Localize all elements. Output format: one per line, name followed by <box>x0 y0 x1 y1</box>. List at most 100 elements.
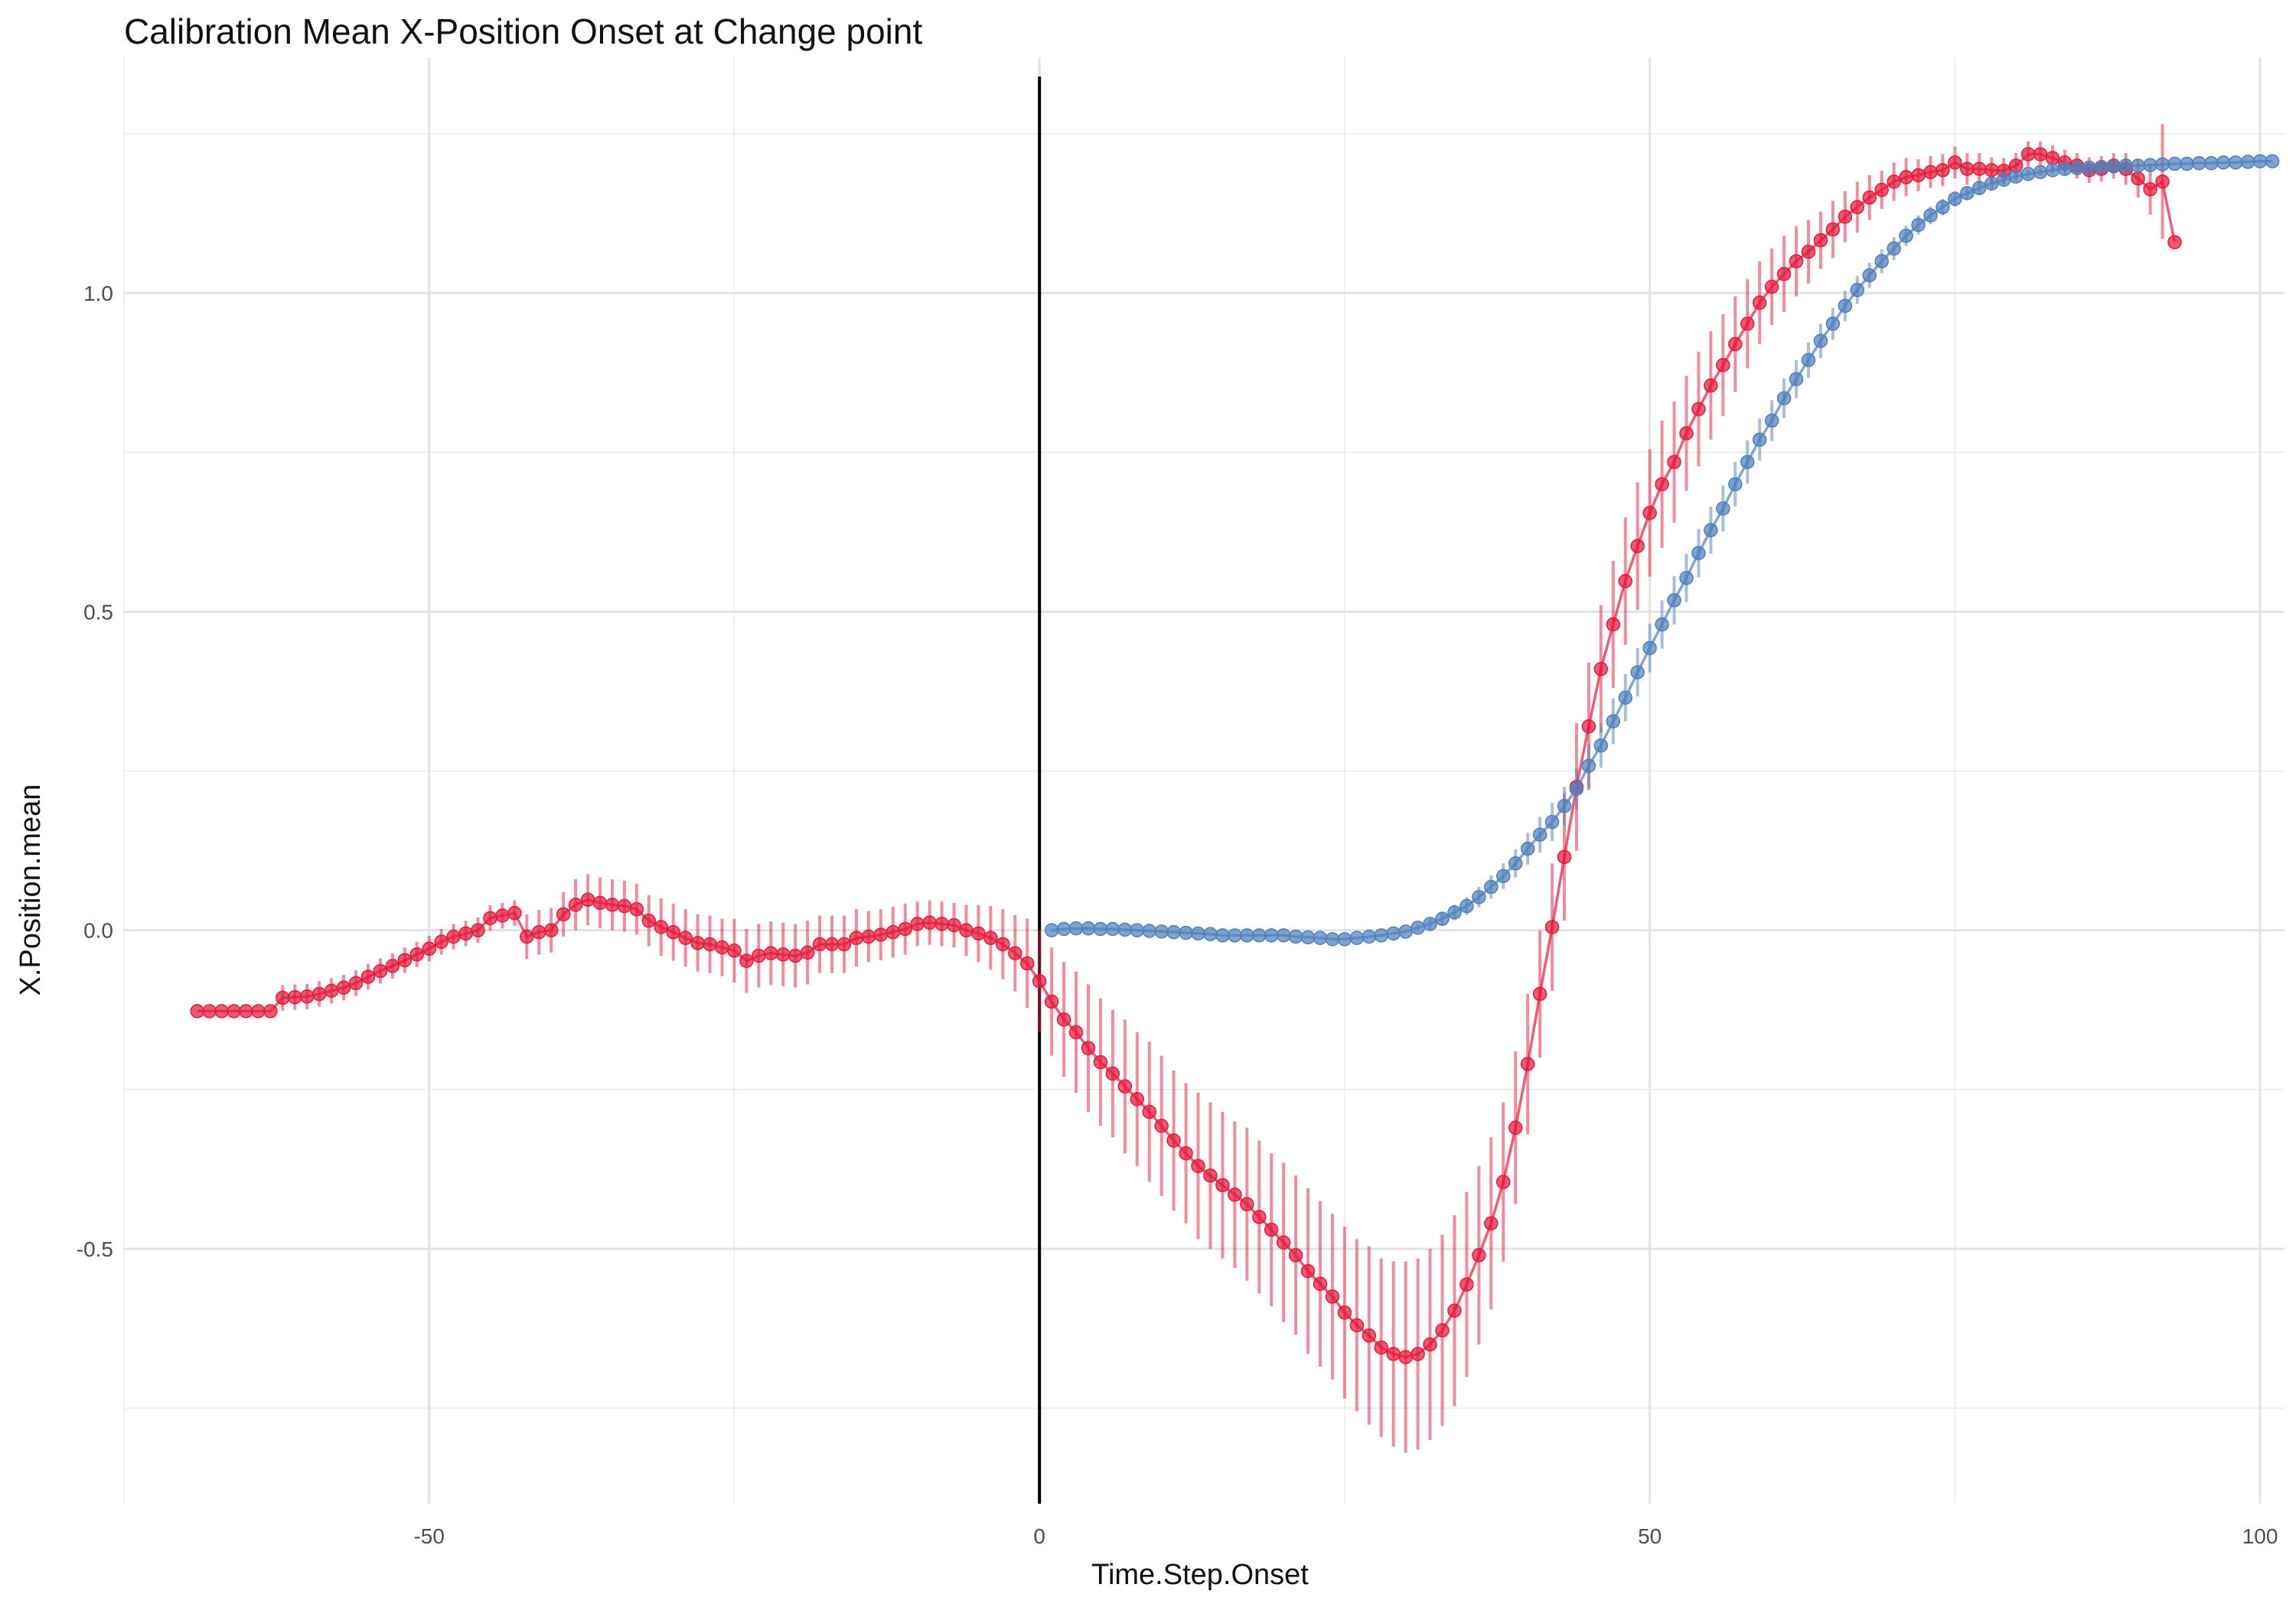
data-point <box>1179 925 1193 940</box>
data-point <box>849 931 864 945</box>
data-point <box>458 926 473 941</box>
data-point <box>2252 154 2268 168</box>
data-point <box>239 1004 253 1019</box>
x-axis-title: Time.Step.Onset <box>1091 1559 1309 1591</box>
data-point <box>1557 849 1572 865</box>
data-point <box>678 931 693 945</box>
data-point <box>1630 665 1645 680</box>
data-point <box>873 927 889 942</box>
data-point <box>2020 147 2036 161</box>
data-point <box>752 948 766 963</box>
data-point <box>1936 163 1950 178</box>
data-point <box>2240 155 2255 169</box>
data-point <box>1423 917 1437 931</box>
data-point <box>1532 986 1548 1002</box>
data-point <box>1496 1175 1511 1189</box>
data-point <box>1618 690 1632 706</box>
data-point <box>276 990 290 1006</box>
data-point <box>1252 1210 1267 1224</box>
data-point <box>2131 158 2145 173</box>
series-layer <box>190 124 2280 1453</box>
data-point <box>1593 662 1609 676</box>
data-point <box>434 934 448 949</box>
data-point <box>1544 920 1560 934</box>
data-point <box>1984 176 1999 191</box>
data-point <box>1557 799 1572 813</box>
data-point <box>1411 1347 1425 1361</box>
data-point <box>299 989 315 1004</box>
data-point <box>1386 926 1401 941</box>
data-point <box>1789 372 1804 386</box>
data-point <box>1288 929 1303 944</box>
data-point <box>605 898 620 912</box>
data-point <box>1130 1092 1145 1107</box>
data-point <box>1215 928 1230 943</box>
data-point <box>2094 159 2109 174</box>
data-point <box>422 941 436 957</box>
data-point <box>263 1004 278 1019</box>
data-point <box>1117 922 1133 937</box>
data-point <box>861 929 876 944</box>
data-point <box>311 986 327 1002</box>
data-point <box>202 1004 217 1019</box>
data-point <box>1276 1235 1291 1250</box>
data-point <box>1801 353 1816 367</box>
data-point <box>1423 1337 1437 1352</box>
data-point <box>1068 1025 1084 1040</box>
data-point <box>2045 163 2060 178</box>
data-point <box>666 924 680 940</box>
data-point <box>1984 163 1999 178</box>
data-point <box>495 908 510 923</box>
data-point <box>1850 282 1865 298</box>
data-point <box>1679 425 1694 441</box>
data-point <box>1544 814 1560 830</box>
data-point <box>1191 926 1205 941</box>
data-point <box>1228 928 1242 943</box>
data-point <box>727 944 742 958</box>
data-point <box>1032 974 1047 989</box>
data-point <box>543 923 559 937</box>
data-point <box>715 940 729 955</box>
x-tick-label: 50 <box>1638 1524 1662 1548</box>
data-point <box>2167 156 2182 171</box>
data-point <box>812 937 827 952</box>
data-point <box>1618 574 1632 588</box>
data-point <box>1300 1263 1316 1279</box>
data-point <box>1374 1340 1389 1355</box>
data-point <box>1044 923 1059 937</box>
y-tick-label: -0.5 <box>77 1237 113 1261</box>
data-point <box>1349 1318 1365 1333</box>
data-point <box>1740 316 1755 331</box>
data-point <box>1166 924 1181 940</box>
data-point <box>1228 1187 1242 1202</box>
data-point <box>1459 1277 1474 1292</box>
data-point <box>1093 921 1108 937</box>
x-tick-label: -50 <box>413 1524 444 1548</box>
data-point <box>592 895 608 911</box>
data-point <box>520 929 534 944</box>
data-point <box>507 905 522 921</box>
data-point <box>1472 890 1486 905</box>
data-point <box>471 923 485 937</box>
data-point <box>1447 1303 1462 1318</box>
data-point <box>1704 523 1718 538</box>
data-point <box>1508 856 1523 871</box>
data-point <box>1581 719 1596 734</box>
data-point <box>1764 413 1779 428</box>
data-point <box>2033 147 2048 161</box>
data-point <box>1740 455 1755 469</box>
data-point <box>1996 172 2011 187</box>
data-point <box>483 911 497 926</box>
data-point <box>1166 1133 1181 1148</box>
data-point <box>1716 501 1730 516</box>
data-point <box>2020 167 2036 181</box>
data-point <box>1435 911 1450 926</box>
data-point <box>1679 570 1694 585</box>
data-point <box>922 915 937 930</box>
data-point <box>1398 924 1413 939</box>
data-point <box>2106 159 2121 174</box>
data-point <box>898 921 912 937</box>
data-point <box>617 898 632 914</box>
data-point <box>1215 1178 1230 1192</box>
data-point <box>1972 181 1987 195</box>
